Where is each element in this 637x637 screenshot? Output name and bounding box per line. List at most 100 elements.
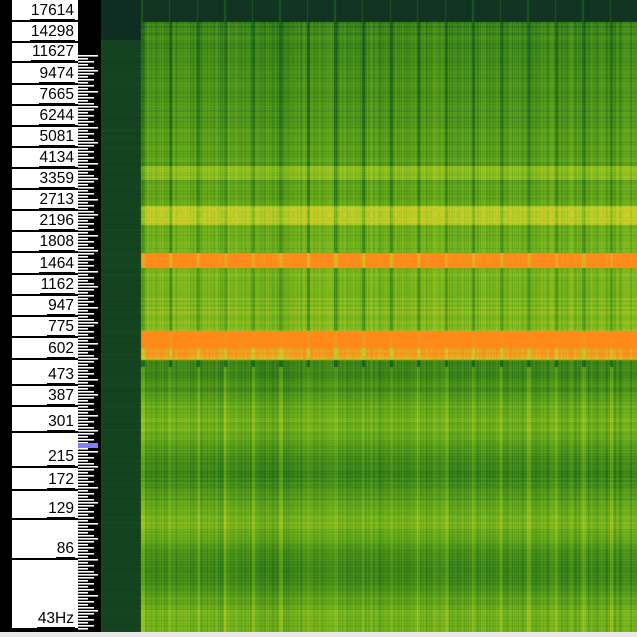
piano-key[interactable] [78, 307, 98, 309]
piano-key[interactable] [78, 436, 88, 438]
piano-key[interactable] [78, 472, 88, 474]
piano-key[interactable] [78, 145, 94, 147]
piano-key[interactable] [78, 490, 88, 492]
piano-key[interactable] [78, 118, 88, 120]
piano-key[interactable] [78, 73, 94, 75]
piano-key[interactable] [78, 577, 94, 579]
piano-key[interactable] [78, 424, 88, 426]
piano-key[interactable] [78, 586, 88, 588]
piano-key[interactable] [78, 331, 94, 333]
piano-key[interactable] [78, 529, 94, 531]
piano-key[interactable] [78, 616, 88, 618]
piano-key[interactable] [78, 433, 94, 435]
piano-key[interactable] [78, 226, 88, 228]
piano-key[interactable] [78, 58, 88, 60]
piano-key[interactable] [78, 553, 94, 555]
piano-key[interactable] [78, 82, 88, 84]
piano-key[interactable] [78, 466, 98, 468]
piano-key[interactable] [78, 481, 94, 483]
piano-key-highlight[interactable] [78, 443, 98, 448]
piano-key[interactable] [78, 622, 88, 624]
piano-key[interactable] [78, 430, 98, 432]
piano-key[interactable] [78, 574, 98, 576]
piano-key[interactable] [78, 394, 98, 396]
piano-key[interactable] [78, 526, 88, 528]
piano-key[interactable] [78, 418, 88, 420]
piano-key[interactable] [78, 235, 98, 237]
piano-key[interactable] [78, 175, 94, 177]
piano-key[interactable] [78, 241, 94, 243]
piano-key[interactable] [78, 253, 94, 255]
piano-key[interactable] [78, 619, 94, 621]
piano-key[interactable] [78, 112, 88, 114]
piano-key[interactable] [78, 493, 94, 495]
piano-key[interactable] [78, 499, 94, 501]
piano-key[interactable] [78, 199, 98, 201]
piano-key[interactable] [78, 403, 94, 405]
piano-key[interactable] [78, 397, 94, 399]
piano-key[interactable] [78, 502, 98, 504]
piano-key[interactable] [78, 610, 98, 612]
piano-key[interactable] [78, 406, 88, 408]
piano-key[interactable] [78, 439, 94, 441]
piano-key[interactable] [78, 244, 88, 246]
piano-key[interactable] [78, 361, 94, 363]
piano-key[interactable] [78, 187, 94, 189]
piano-key[interactable] [78, 604, 88, 606]
piano-key[interactable] [78, 478, 88, 480]
piano-key[interactable] [78, 100, 88, 102]
piano-key[interactable] [78, 532, 88, 534]
piano-key[interactable] [78, 76, 88, 78]
piano-key[interactable] [78, 448, 88, 450]
piano-key[interactable] [78, 568, 88, 570]
piano-key[interactable] [78, 589, 94, 591]
piano-key[interactable] [78, 148, 88, 150]
piano-key[interactable] [78, 454, 88, 456]
piano-key[interactable] [78, 409, 94, 411]
piano-key[interactable] [78, 313, 94, 315]
piano-key[interactable] [78, 613, 94, 615]
piano-key[interactable] [78, 283, 94, 285]
piano-key[interactable] [78, 544, 88, 546]
piano-key[interactable] [78, 160, 88, 162]
piano-key[interactable] [78, 91, 98, 93]
piano-key[interactable] [78, 427, 94, 429]
piano-key[interactable] [78, 268, 88, 270]
piano-key[interactable] [78, 592, 88, 594]
piano-key[interactable] [78, 328, 88, 330]
piano-key[interactable] [78, 298, 88, 300]
piano-key[interactable] [78, 289, 94, 291]
piano-key[interactable] [78, 352, 88, 354]
piano-key[interactable] [78, 511, 94, 513]
piano-key[interactable] [78, 184, 88, 186]
piano-key[interactable] [78, 232, 88, 234]
piano-key[interactable] [78, 169, 94, 171]
piano-key[interactable] [78, 625, 94, 627]
piano-key[interactable] [78, 310, 88, 312]
piano-key[interactable] [78, 358, 98, 360]
piano-key[interactable] [78, 496, 88, 498]
piano-key[interactable] [78, 196, 88, 198]
piano-key[interactable] [78, 475, 94, 477]
piano-key[interactable] [78, 67, 94, 69]
piano-key[interactable] [78, 388, 88, 390]
piano-key[interactable] [78, 295, 94, 297]
piano-key[interactable] [78, 106, 98, 108]
piano-key[interactable] [78, 421, 94, 423]
piano-key[interactable] [78, 190, 88, 192]
piano-key[interactable] [78, 139, 94, 141]
piano-key[interactable] [78, 412, 88, 414]
piano-key[interactable] [78, 346, 88, 348]
piano-key[interactable] [78, 61, 94, 63]
piano-keyboard[interactable] [78, 0, 101, 632]
piano-key[interactable] [78, 133, 94, 135]
piano-key[interactable] [78, 391, 94, 393]
piano-key[interactable] [78, 130, 88, 132]
piano-key[interactable] [78, 238, 88, 240]
piano-key[interactable] [78, 178, 98, 180]
bottom-scrollbar[interactable] [0, 632, 637, 637]
piano-key[interactable] [78, 601, 94, 603]
piano-key[interactable] [78, 79, 94, 81]
piano-key[interactable] [78, 163, 98, 165]
piano-key[interactable] [78, 334, 88, 336]
